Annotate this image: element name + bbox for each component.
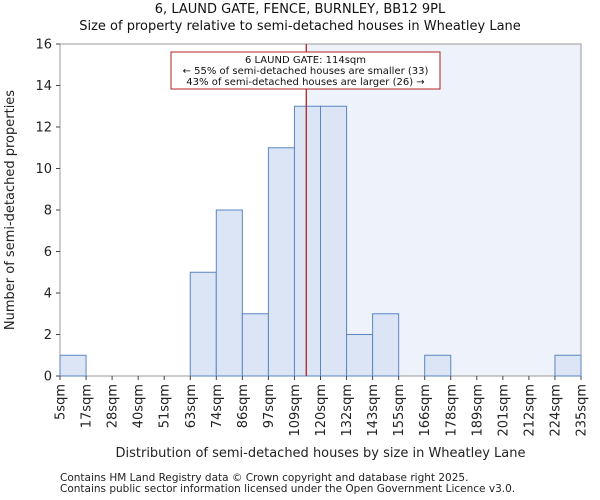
histogram-bar	[554, 354, 582, 377]
x-tick-label: 201sqm	[496, 384, 511, 437]
x-axis-label: Distribution of semi-detached houses by …	[115, 446, 525, 461]
histogram-bar	[241, 313, 269, 377]
footer-copyright: Contains HM Land Registry data © Crown c…	[60, 472, 469, 484]
y-tick-label: 6	[44, 245, 52, 260]
histogram-bar	[346, 334, 374, 377]
chart-title: 6, LAUND GATE, FENCE, BURNLEY, BB12 9PL	[154, 2, 446, 17]
x-tick-label: 86sqm	[236, 384, 251, 428]
x-tick-label: 178sqm	[444, 384, 459, 437]
histogram-bar	[215, 209, 243, 377]
x-tick-label: 5sqm	[54, 384, 69, 420]
y-tick-label: 0	[44, 370, 52, 385]
histogram-bar	[189, 271, 217, 377]
x-tick-label: 132sqm	[340, 384, 355, 437]
x-tick-label: 224sqm	[548, 384, 563, 437]
larger-region-highlight	[306, 44, 581, 376]
x-tick-label: 40sqm	[132, 384, 147, 428]
y-tick-label: 12	[35, 121, 52, 136]
histogram-bar	[424, 354, 452, 377]
histogram-bar	[59, 354, 87, 377]
histogram-bar	[293, 105, 322, 377]
annotation-line: 43% of semi-detached houses are larger (…	[186, 77, 424, 88]
x-tick-label: 143sqm	[366, 384, 381, 437]
histogram-bar	[320, 105, 348, 377]
y-tick-label: 4	[44, 287, 52, 302]
x-tick-label: 74sqm	[210, 384, 225, 428]
x-tick-label: 17sqm	[80, 384, 95, 428]
x-tick-label: 189sqm	[470, 384, 485, 437]
annotation-line: 6 LAUND GATE: 114sqm	[245, 55, 366, 66]
y-tick-label: 10	[35, 162, 52, 177]
x-tick-label: 235sqm	[575, 384, 590, 437]
x-tick-label: 51sqm	[158, 384, 173, 428]
x-tick-label: 212sqm	[522, 384, 537, 437]
y-axis-label: Number of semi-detached properties	[3, 90, 18, 330]
annotation-line: ← 55% of semi-detached houses are smalle…	[183, 66, 429, 77]
chart-subtitle: Size of property relative to semi-detach…	[79, 19, 521, 34]
x-tick-label: 97sqm	[262, 384, 277, 428]
x-tick-label: 28sqm	[106, 384, 121, 428]
footer-licence: Contains public sector information licen…	[60, 483, 516, 495]
annotation-box	[170, 51, 441, 90]
y-tick-label: 2	[44, 328, 52, 343]
histogram-bar	[267, 147, 295, 377]
x-tick-label: 63sqm	[184, 384, 199, 428]
x-tick-label: 155sqm	[392, 384, 407, 437]
x-tick-label: 120sqm	[314, 384, 329, 437]
y-tick-label: 16	[35, 38, 52, 53]
x-tick-label: 109sqm	[288, 384, 303, 437]
x-tick-label: 166sqm	[418, 384, 433, 437]
y-tick-label: 14	[35, 79, 52, 94]
y-tick-label: 8	[44, 204, 52, 219]
histogram-bar	[372, 313, 400, 377]
